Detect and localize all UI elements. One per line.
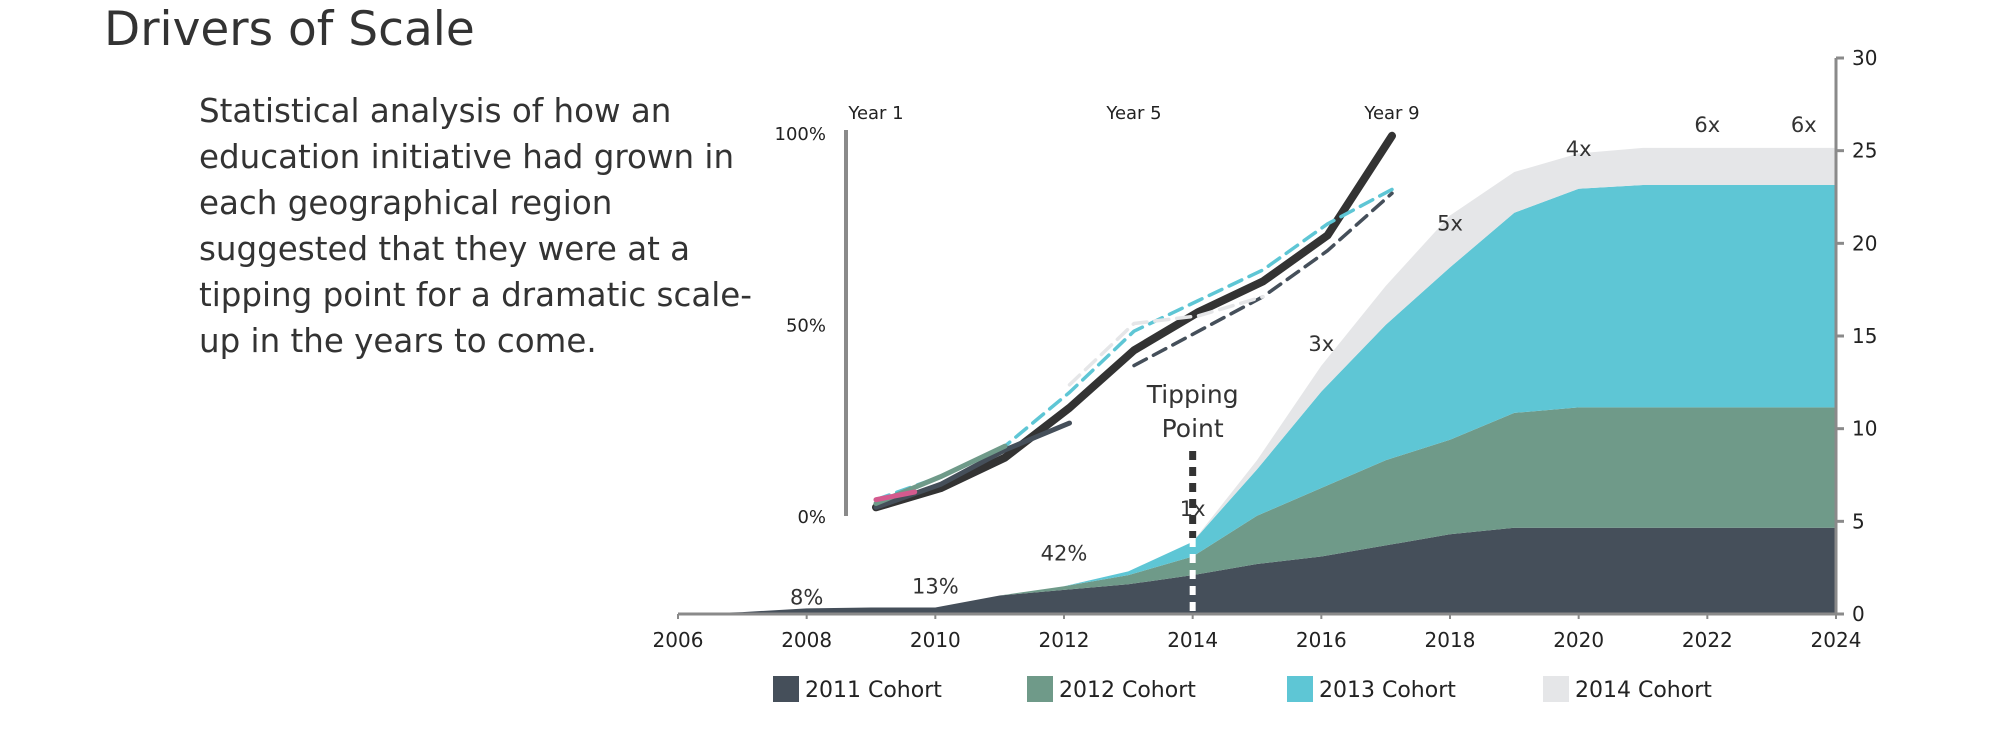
main-axes: 2006 2008 2010 2012 2014 2016 2018 2020 2022 2024…: [653, 46, 1878, 652]
tipping-point-label-line2: Point: [1162, 414, 1224, 443]
legend-swatch-cohort-2012: [1027, 676, 1053, 702]
x-tick-label: 2010: [910, 628, 961, 652]
y-tick-label: 25: [1852, 139, 1877, 163]
growth-annotation: 8%: [790, 586, 823, 610]
legend-label: 2011 Cohort: [805, 678, 942, 703]
x-tick-label: 2008: [781, 628, 832, 652]
area-cohort-2013: [678, 185, 1836, 614]
growth-annotation: 5x: [1437, 211, 1463, 235]
legend-label: 2012 Cohort: [1059, 678, 1196, 703]
y-tick-label: 10: [1852, 417, 1877, 441]
chart-legend: 2011 Cohort 2012 Cohort 2013 Cohort 2014 Co…: [773, 676, 1712, 703]
inset-line-cohort-2011-solid: [873, 420, 1072, 510]
chart-description: Statistical analysis of how an education…: [199, 92, 753, 360]
x-tick-label: 2016: [1296, 628, 1347, 652]
x-tick-label: 2012: [1039, 628, 1090, 652]
y-tick-label: 15: [1852, 324, 1877, 348]
y-tick-label: 0: [1852, 602, 1865, 626]
legend-label: 2013 Cohort: [1319, 678, 1456, 703]
legend-swatch-cohort-2011: [773, 676, 799, 702]
growth-annotation: 6x: [1694, 113, 1720, 137]
main-area-layers: [678, 147, 1836, 614]
tipping-point-label-line1: Tipping: [1146, 380, 1239, 409]
inset-y-tick-label: 50%: [786, 316, 826, 337]
inset-y-tick-label: 100%: [775, 124, 826, 145]
y-tick-label: 20: [1852, 231, 1877, 255]
page-title: Drivers of Scale: [104, 2, 475, 57]
x-tick-label: 2020: [1553, 628, 1604, 652]
growth-annotation: 13%: [912, 575, 959, 599]
growth-annotation: 6x: [1791, 113, 1817, 137]
growth-annotation: 3x: [1308, 332, 1334, 356]
legend-swatch-cohort-2014: [1543, 676, 1569, 702]
growth-annotation: 4x: [1566, 137, 1592, 161]
area-cohort-2012: [678, 407, 1836, 614]
area-cohort-2011: [678, 527, 1836, 614]
tipping-point-marker: Tipping Point: [1146, 380, 1239, 614]
x-tick-label: 2006: [653, 628, 704, 652]
inset-x-tick-label: Year 5: [1105, 103, 1161, 124]
y-tick-label: 30: [1852, 46, 1877, 70]
x-tick-label: 2024: [1811, 628, 1862, 652]
x-tick-label: 2022: [1682, 628, 1733, 652]
x-tick-label: 2014: [1167, 628, 1218, 652]
inset-line-inset-pink-solid: [873, 489, 918, 503]
y-tick-label: 5: [1852, 509, 1865, 533]
x-tick-label: 2018: [1425, 628, 1476, 652]
legend-swatch-cohort-2013: [1287, 676, 1313, 702]
inset-line-chart: 0% 50% 100% Year 1 Year 5 Year 9: [775, 103, 1420, 528]
inset-line-cohort-2014-dashed: [1067, 294, 1265, 387]
legend-label: 2014 Cohort: [1575, 678, 1712, 703]
inset-y-tick-label: 0%: [797, 507, 826, 528]
inset-x-tick-label: Year 1: [847, 103, 903, 124]
inset-x-tick-label: Year 9: [1363, 103, 1419, 124]
growth-annotation: 42%: [1041, 541, 1088, 565]
inset-line-inset-main-solid: [872, 131, 1396, 512]
